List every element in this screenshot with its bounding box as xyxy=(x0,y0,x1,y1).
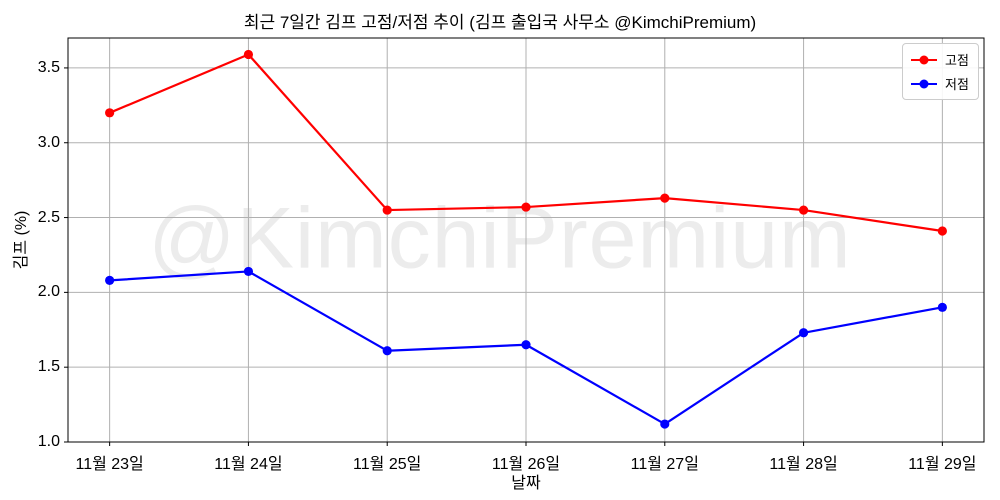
watermark-text: @KimchiPremium xyxy=(148,190,852,287)
legend-label-low: 저점 xyxy=(945,77,969,92)
x-tick-label: 11월 25일 xyxy=(353,456,422,473)
legend: 고점 저점 xyxy=(902,43,979,100)
plot-area xyxy=(64,37,985,446)
legend-line-marker-icon xyxy=(911,55,937,64)
x-axis-label: 날짜 xyxy=(511,475,541,492)
x-tick-label: 11월 28일 xyxy=(769,456,838,473)
chart-title: 최근 7일간 김프 고점/저점 추이 (김프 출입국 사무소 @KimchiPr… xyxy=(243,13,757,32)
y-tick-label: 2.0 xyxy=(37,283,60,301)
legend-line-marker-icon xyxy=(911,79,937,88)
y-tick-label: 3.5 xyxy=(37,58,60,76)
y-tick-label: 2.5 xyxy=(37,208,60,226)
x-tick-label: 11월 26일 xyxy=(491,456,561,473)
legend-item-low: 저점 xyxy=(911,74,969,93)
y-tick-label: 1.5 xyxy=(37,358,60,376)
x-tick-label: 11월 24일 xyxy=(214,456,283,473)
x-tick-label: 11월 27일 xyxy=(630,456,699,473)
x-tick-label: 11월 23일 xyxy=(75,456,144,473)
y-tick-label: 1.0 xyxy=(37,433,60,450)
y-tick-label: 3.0 xyxy=(37,133,60,151)
legend-item-high: 고점 xyxy=(911,50,969,69)
x-tick-label: 11월 29일 xyxy=(908,456,977,473)
legend-label-high: 고점 xyxy=(945,53,969,68)
